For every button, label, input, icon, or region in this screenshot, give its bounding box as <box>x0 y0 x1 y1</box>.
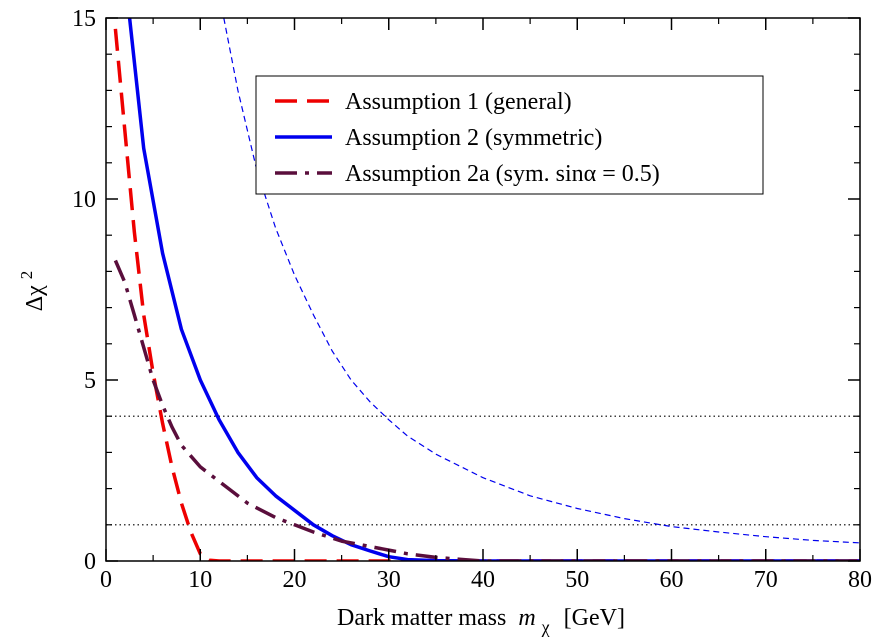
x-axis-title: Dark matter mass m χ [GeV] <box>337 605 625 639</box>
x-tick-label: 60 <box>660 567 684 593</box>
axis-ticks <box>105 17 861 562</box>
x-axis-title-unit: [GeV] <box>564 605 625 631</box>
x-tick-label: 50 <box>565 567 589 593</box>
x-tick-label: 30 <box>377 567 401 593</box>
series-line-1 <box>127 18 860 561</box>
series-line-0 <box>113 28 860 561</box>
x-axis-title-subscript: χ <box>541 617 550 637</box>
legend-box <box>255 75 764 195</box>
legend-label-2: Assumption 2a (sym. sinα = 0.5) <box>345 161 660 187</box>
y-axis-title-text: Δχ <box>22 285 48 311</box>
x-axis-title-symbol: m <box>518 605 535 631</box>
series-line-3 <box>223 18 860 544</box>
series-layer <box>113 18 860 561</box>
y-tick-label: 15 <box>72 6 96 32</box>
y-tick-label: 10 <box>72 187 96 213</box>
x-tick-label: 40 <box>471 567 495 593</box>
tick-labels: 0 10 20 30 40 50 60 70 80 0 5 10 15 <box>72 6 872 593</box>
legend: Assumption 1 (general) Assumption 2 (symm… <box>255 75 764 195</box>
y-axis-title: Δχ 2 <box>17 271 48 312</box>
x-tick-label: 20 <box>283 567 307 593</box>
y-tick-label: 0 <box>84 549 96 575</box>
x-tick-label: 0 <box>100 567 112 593</box>
x-tick-label: 80 <box>848 567 872 593</box>
legend-label-0: Assumption 1 (general) <box>345 89 572 115</box>
x-tick-label: 10 <box>188 567 212 593</box>
x-axis-title-text: Dark matter mass <box>337 605 506 631</box>
y-tick-label: 5 <box>84 368 96 394</box>
x-tick-label: 70 <box>754 567 778 593</box>
legend-label-1: Assumption 2 (symmetric) <box>345 125 602 151</box>
series-line-2 <box>113 259 860 561</box>
y-axis-title-superscript: 2 <box>17 271 36 280</box>
